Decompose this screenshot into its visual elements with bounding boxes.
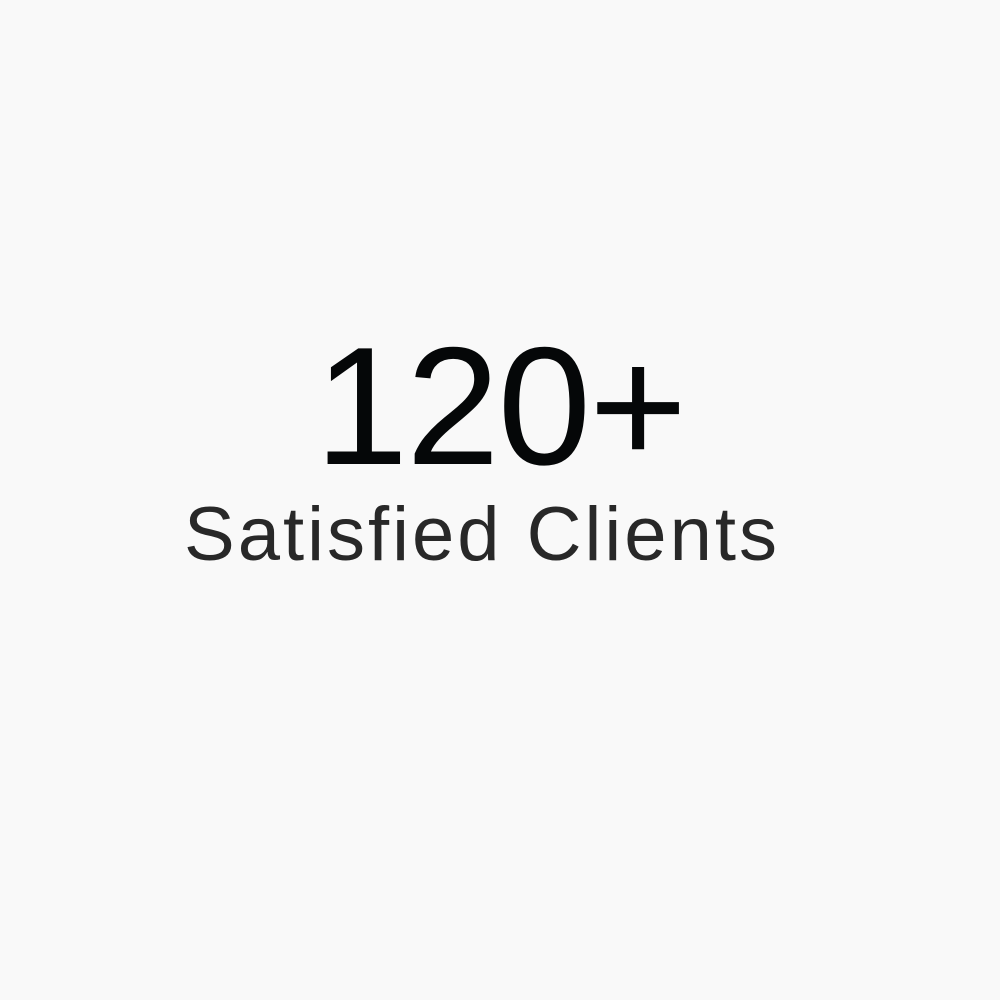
stat-label: Satisfied Clients xyxy=(184,492,780,577)
stat-number: 120+ xyxy=(314,312,687,500)
